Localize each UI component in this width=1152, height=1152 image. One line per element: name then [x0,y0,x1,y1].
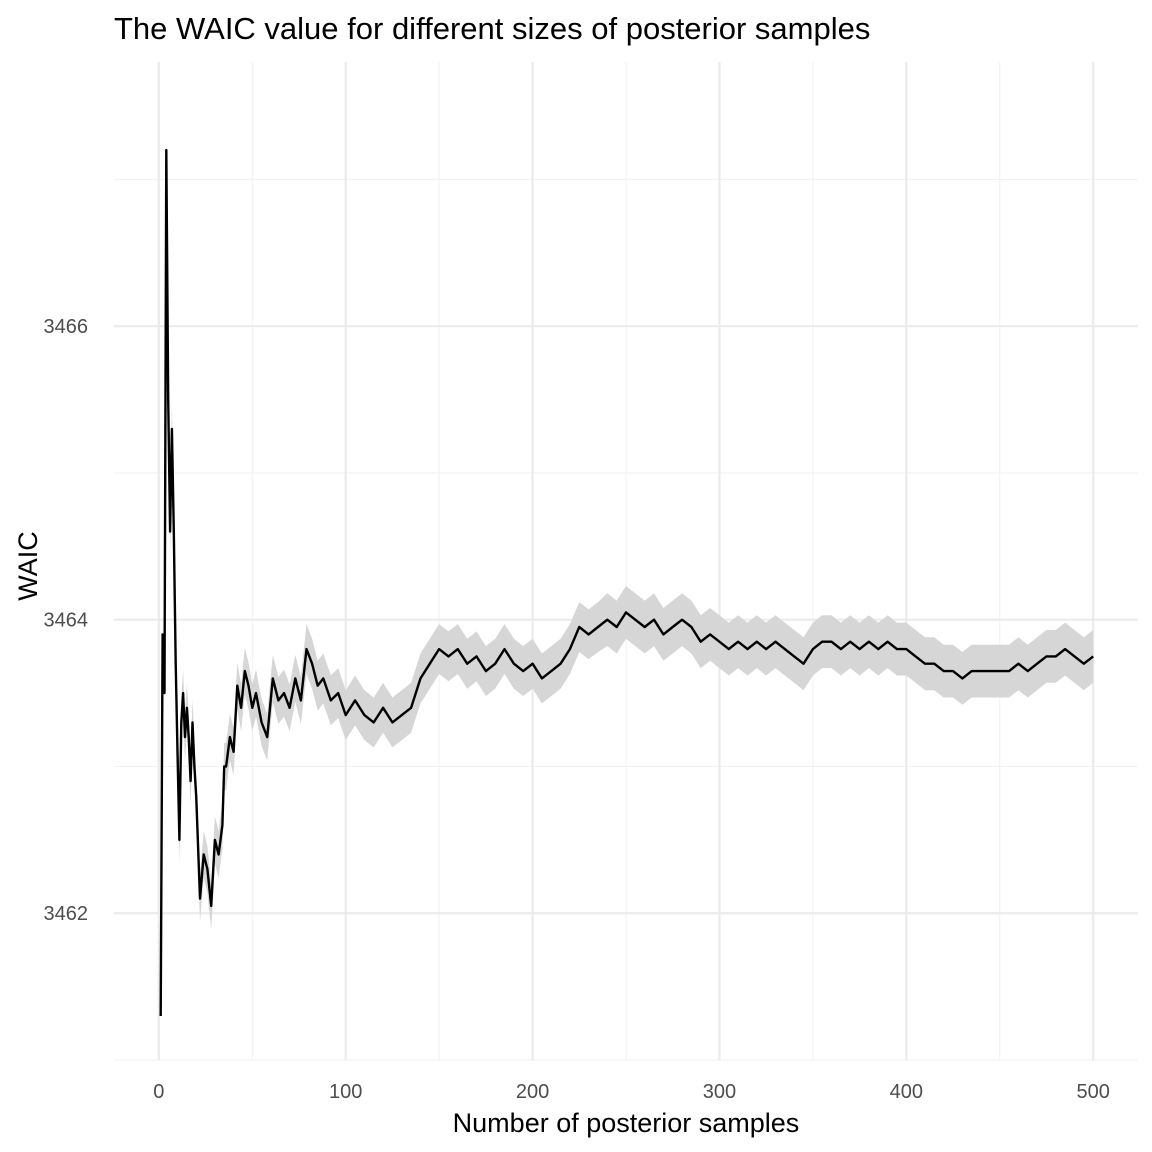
y-axis-title: WAIC [13,531,43,601]
y-tick-label: 3464 [44,610,89,632]
waic-series-line [159,148,1094,1017]
x-tick-label: 400 [890,1081,923,1103]
x-tick-label: 300 [703,1081,736,1103]
x-tick-label: 100 [329,1081,362,1103]
chart-title: The WAIC value for different sizes of po… [114,11,870,46]
x-tick-label: 500 [1076,1081,1109,1103]
x-axis-ticks: 0 100 200 300 400 500 [153,1081,1110,1103]
confidence-band-area [160,142,1094,1024]
series-line-group [159,148,1094,1017]
y-tick-label: 3466 [44,316,89,338]
x-tick-label: 200 [516,1081,549,1103]
y-axis-ticks: 3462 3464 3466 [44,316,89,925]
x-tick-label: 0 [153,1081,164,1103]
y-tick-label: 3462 [44,903,89,925]
grid [114,62,1138,1061]
confidence-band [160,142,1094,1024]
x-axis-title: Number of posterior samples [453,1108,800,1138]
